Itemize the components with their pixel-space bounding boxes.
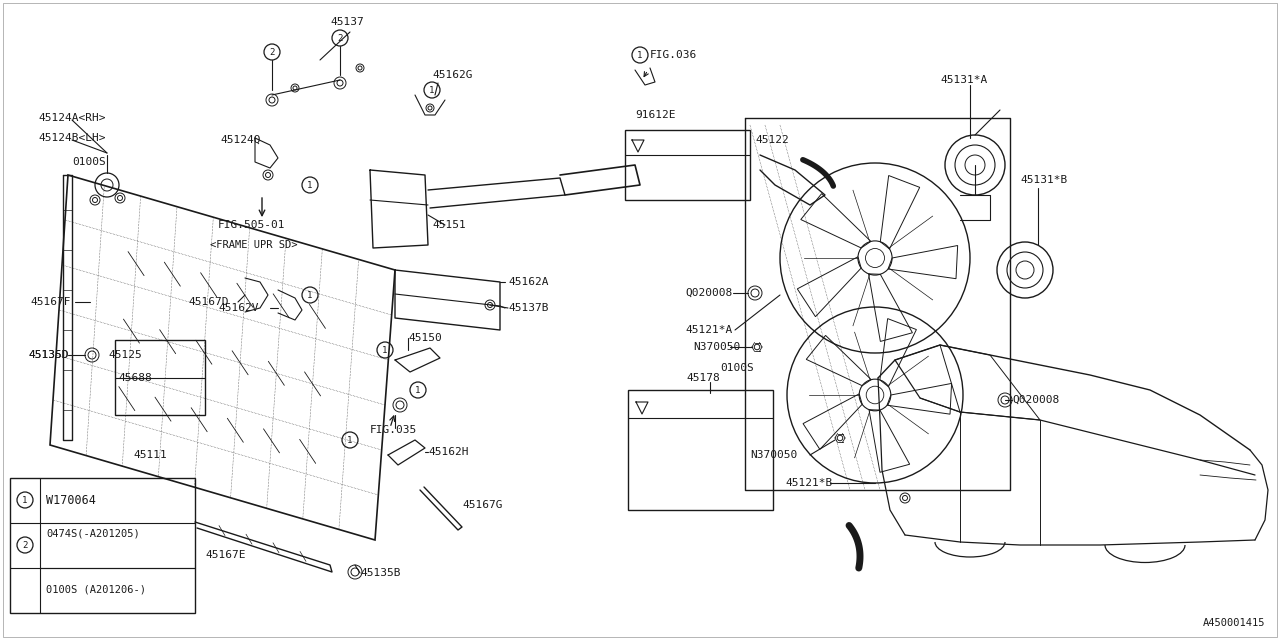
Text: 45162H: 45162H [428,447,468,457]
Text: 45124B<LH>: 45124B<LH> [38,133,105,143]
Bar [10,478,195,613]
Text: 45124Q: 45124Q [220,135,261,145]
Text: 1: 1 [383,346,388,355]
Text: <FRAME UPR SD>: <FRAME UPR SD> [210,240,297,250]
Text: 45167E: 45167E [205,550,246,560]
Text: 2: 2 [338,33,343,42]
Text: 45688: 45688 [118,373,152,383]
Text: 45125: 45125 [108,350,142,360]
Text: FIG.036: FIG.036 [650,50,698,60]
Text: 1: 1 [347,435,353,445]
Text: 45137: 45137 [330,17,364,27]
Text: 45162G: 45162G [433,70,472,80]
Bar [628,390,773,510]
Text: 45150: 45150 [408,333,442,343]
Text: 0100S (A201206-): 0100S (A201206-) [46,585,146,595]
Text: 45111: 45111 [133,450,166,460]
Text: 45135B: 45135B [360,568,401,578]
Text: 45167G: 45167G [462,500,503,510]
Text: 45137B: 45137B [508,303,549,313]
Bar [115,340,205,415]
Text: 45178: 45178 [686,373,719,383]
Text: 45122: 45122 [755,135,788,145]
Text: FIG.505-01: FIG.505-01 [218,220,285,230]
Text: 0474S(-A201205): 0474S(-A201205) [46,528,140,538]
Text: N370050: N370050 [692,342,740,352]
Text: 1: 1 [637,51,643,60]
Text: 45124A<RH>: 45124A<RH> [38,113,105,123]
Text: 91612E: 91612E [635,110,676,120]
Text: 45131*B: 45131*B [1020,175,1068,185]
Text: 45162A: 45162A [508,277,549,287]
Text: 45131*A: 45131*A [940,75,987,85]
Text: Q020008: Q020008 [1012,395,1060,405]
Text: 45162V: 45162V [218,303,259,313]
Text: 0100S: 0100S [72,157,106,167]
Text: 45167D: 45167D [188,297,229,307]
Text: 45135D: 45135D [28,350,69,360]
Text: 2: 2 [22,541,28,550]
Text: W170064: W170064 [46,493,96,506]
Text: N370050: N370050 [750,450,797,460]
Text: 45151: 45151 [433,220,466,230]
Text: 45121*B: 45121*B [785,478,832,488]
Text: A450001415: A450001415 [1202,618,1265,628]
Text: 45121*A: 45121*A [685,325,732,335]
Text: 2: 2 [269,47,275,56]
Text: 1: 1 [22,495,28,504]
Text: 0100S: 0100S [721,363,754,373]
Text: FIG.035: FIG.035 [370,425,417,435]
Text: Q020008: Q020008 [685,288,732,298]
Text: 1: 1 [307,291,312,300]
Text: 45167F: 45167F [29,297,70,307]
Text: 1: 1 [429,86,435,95]
Text: 1: 1 [415,385,421,394]
Bar [625,130,750,200]
Text: 45135D: 45135D [28,350,69,360]
Text: 1: 1 [307,180,312,189]
